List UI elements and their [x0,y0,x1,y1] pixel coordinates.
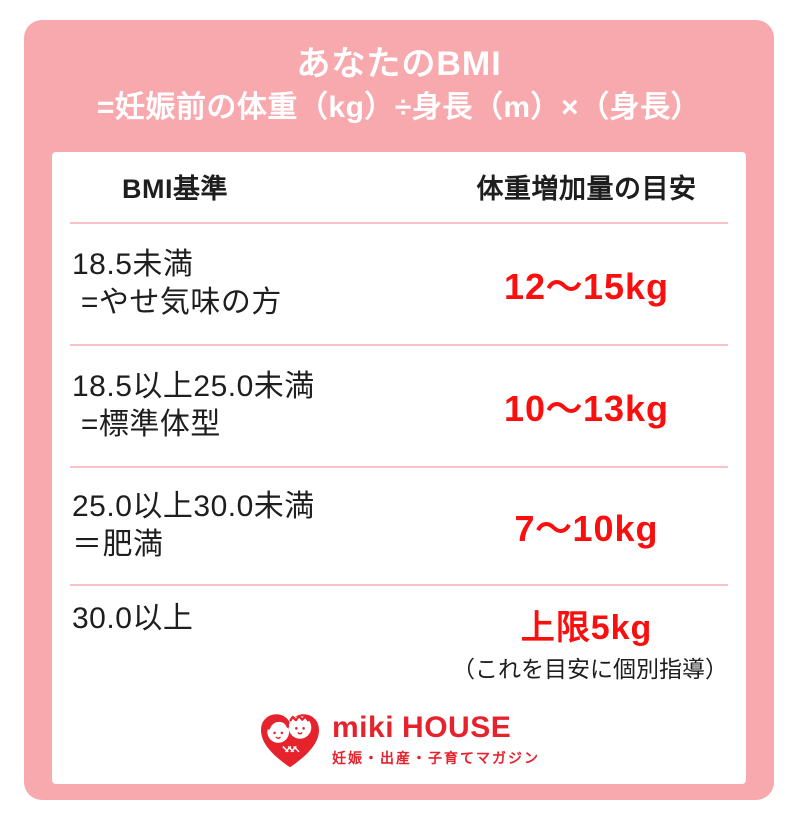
bmi-category-label: =標準体型 [72,407,221,441]
brand-house: HOUSE [402,711,512,745]
poster-title: あなたのBMI =妊娠前の体重（kg）÷身長（m）×（身長） [52,44,746,126]
criteria-cell: 30.0以上 [70,600,445,638]
table-row-normal: 18.5以上25.0未満 =標準体型 10～13kg [70,346,728,468]
title-line1: あなたのBMI [296,45,502,83]
table-row-underweight: 18.5未満 =やせ気味の方 12～15kg [70,224,728,346]
gain-value: 12～15kg [503,265,670,307]
gain-cell: 上限5kg [445,600,728,649]
bmi-range: 25.0以上30.0未満 [72,490,315,524]
heart-with-faces-icon [261,714,319,768]
logo-text-block: miki HOUSE 妊娠・出産・子育てマガジン [332,713,540,768]
criteria-cell: 18.5未満 =やせ気味の方 [70,246,445,321]
gain-cell: 7～10kg [445,500,728,552]
header-bmi-criteria: BMI基準 [122,174,228,205]
brand-name: miki HOUSE [332,713,540,743]
bmi-range: 18.5未満 [72,248,194,282]
brand-tagline: 妊娠・出産・子育てマガジン [332,750,540,767]
criteria-cell: 25.0以上30.0未満 ＝肥満 [70,488,445,563]
bmi-poster: あなたのBMI =妊娠前の体重（kg）÷身長（m）×（身長） BMI基準 体重増… [24,20,774,800]
table-header-row: BMI基準 体重増加量の目安 [70,152,728,224]
table-row-obese: 30.0以上 上限5kg （これを目安に個別指導） [70,586,728,698]
gain-value: 10～13kg [503,387,670,429]
title-formula: =妊娠前の体重（kg）÷身長（m）×（身長） [96,90,702,124]
bmi-table-card: BMI基準 体重増加量の目安 18.5未満 =やせ気味の方 12～15kg 18… [52,151,746,784]
header-weight-gain: 体重増加量の目安 [476,174,697,205]
brand-miki: miki [332,711,395,745]
gain-cell: 12～15kg [445,258,728,310]
bmi-range: 18.5以上25.0未満 [72,370,315,404]
bmi-category-label: =やせ気味の方 [72,285,282,319]
mikihouse-logo: miki HOUSE 妊娠・出産・子育てマガジン [70,698,728,784]
gain-value: 上限5kg [520,608,653,647]
bmi-category-label: ＝肥満 [72,527,164,561]
bmi-range: 30.0以上 [72,601,194,635]
table-row-overweight: 25.0以上30.0未満 ＝肥満 7～10kg [70,468,728,586]
gain-value: 7～10kg [514,507,659,549]
gain-cell: 10～13kg [445,380,728,432]
individual-guidance-note: （これを目安に個別指導） [452,655,728,682]
criteria-cell: 18.5以上25.0未満 =標準体型 [70,368,445,443]
